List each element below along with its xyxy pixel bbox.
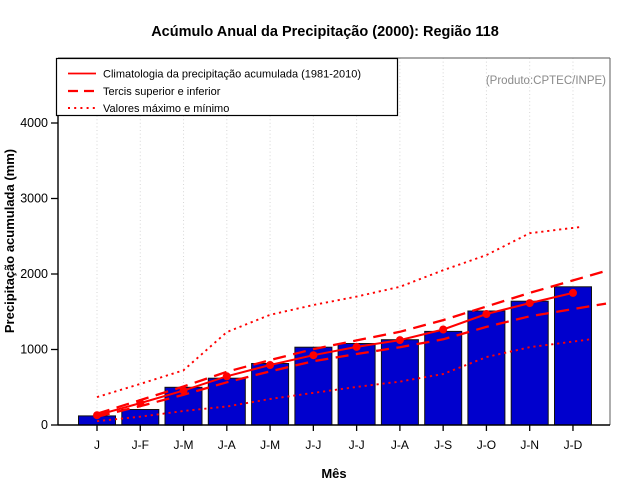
climatology-point xyxy=(136,399,145,408)
x-tick-label: J-M xyxy=(174,438,194,452)
y-tick-label: 1000 xyxy=(20,343,48,357)
x-tick-label: J-O xyxy=(477,438,496,452)
climatology-point xyxy=(352,342,361,351)
precip-bar-J-A xyxy=(380,339,419,426)
climatology-point xyxy=(395,336,404,345)
legend-box xyxy=(55,57,399,117)
x-tick-label: J-S xyxy=(434,438,452,452)
x-tick-label: J-A xyxy=(391,438,409,452)
precip-bar-J-S xyxy=(424,330,463,426)
legend-label-climatology: Climatologia da precipitação acumulada (… xyxy=(103,69,361,81)
legend-label-terciles: Tercis superior e inferior xyxy=(103,86,221,98)
chart-title: Acúmulo Anual da Precipitação (2000): Re… xyxy=(151,24,499,40)
climatology-line xyxy=(96,291,574,417)
climatology-point xyxy=(482,310,491,318)
y-tick-label: 2000 xyxy=(20,267,48,281)
climatology-point xyxy=(309,351,318,360)
legend: Climatologia da precipitação acumulada (… xyxy=(55,57,399,117)
climatology-point xyxy=(266,361,275,369)
climatology-point xyxy=(525,299,534,308)
x-tick-label: J-M xyxy=(260,438,280,452)
x-tick-label: J-F xyxy=(132,438,149,452)
x-tick-label: J-D xyxy=(564,438,583,452)
y-tick-label: 3000 xyxy=(20,192,48,206)
x-tick-label: J-J xyxy=(305,438,321,452)
climatology-point xyxy=(439,325,448,334)
climatology-point xyxy=(222,372,231,381)
precip-bar-J-A xyxy=(207,377,246,426)
product-watermark: (Produto:CPTEC/INPE) xyxy=(486,75,606,87)
climatology-point xyxy=(569,288,577,297)
climatology-point xyxy=(93,411,101,420)
x-tick-label: J-J xyxy=(349,438,365,452)
x-tick-label: J-A xyxy=(218,438,236,452)
climatology-point xyxy=(179,386,188,395)
tercile-lower-line xyxy=(96,302,607,418)
max-line xyxy=(96,226,581,399)
precip-bar-J-M xyxy=(251,363,290,426)
legend-label-max-min: Valores máximo e mínimo xyxy=(103,103,229,115)
y-tick-label: 4000 xyxy=(20,116,48,130)
x-tick-label: J xyxy=(94,438,100,452)
x-tick-label: J-N xyxy=(520,438,539,452)
y-axis-title: Precipitação acumulada (mm) xyxy=(2,149,17,333)
tercile-upper-line xyxy=(96,269,607,415)
y-tick-label: 0 xyxy=(41,418,48,432)
precip-bar-J-O xyxy=(467,310,506,426)
x-axis-title: Mês xyxy=(321,466,346,481)
